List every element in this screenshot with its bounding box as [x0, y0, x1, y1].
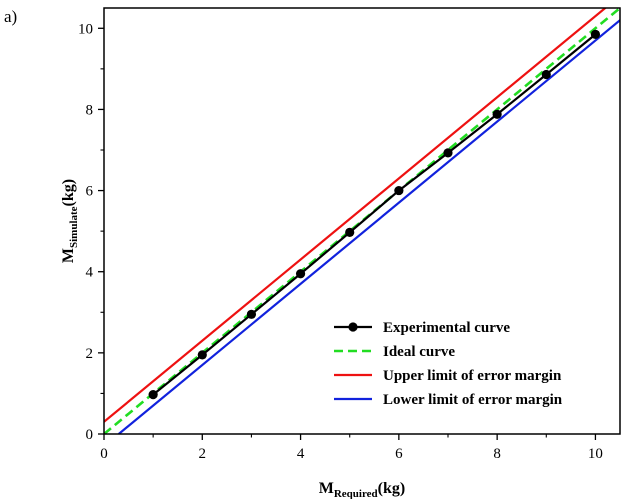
x-tick-label: 6 [395, 446, 403, 462]
panel-label: a) [4, 7, 17, 26]
data-point [295, 269, 306, 279]
y-tick-label: 10 [78, 21, 93, 37]
x-axis-label: MRequired(kg) [319, 480, 405, 499]
series-layer [104, 8, 620, 434]
legend: Experimental curve Ideal curve Upper limit… [334, 320, 563, 408]
y-tick-label: 4 [86, 265, 94, 281]
y-tick-label: 8 [86, 102, 94, 118]
series-line-3 [104, 8, 607, 423]
series-line-4 [118, 19, 620, 434]
legend-label-4: Lower limit of error margin [383, 392, 563, 408]
series-line-1 [152, 33, 597, 396]
legend-label-2: Ideal curve [383, 344, 455, 360]
ticks-layer: 0 2 4 6 8 10 0 2 4 6 8 10 [78, 21, 603, 462]
data-point [394, 185, 404, 196]
y-axis-label: MSimulate(kg) [60, 179, 80, 263]
data-point [492, 109, 502, 119]
markers-layer [148, 29, 601, 400]
data-point [246, 309, 257, 319]
data-point [541, 69, 551, 80]
data-point [197, 350, 207, 360]
x-tick-label: 2 [199, 446, 207, 462]
x-tick-label: 0 [100, 446, 108, 462]
plot-frame [103, 7, 621, 435]
x-tick-label: 4 [297, 446, 305, 462]
y-tick-label: 0 [86, 427, 94, 443]
data-point [148, 390, 158, 400]
x-tick-label: 10 [588, 446, 603, 462]
legend-label-3: Upper limit of error margin [383, 368, 562, 384]
x-tick-label: 8 [493, 446, 501, 462]
data-point [590, 29, 601, 39]
data-point [345, 227, 355, 237]
y-tick-label: 2 [86, 346, 94, 362]
legend-marker [348, 322, 358, 332]
legend-label-1: Experimental curve [383, 320, 510, 336]
data-point [443, 148, 453, 158]
plot-area: 0 2 4 6 8 10 0 2 4 6 8 10 [78, 7, 621, 462]
y-tick-label: 6 [86, 184, 94, 200]
